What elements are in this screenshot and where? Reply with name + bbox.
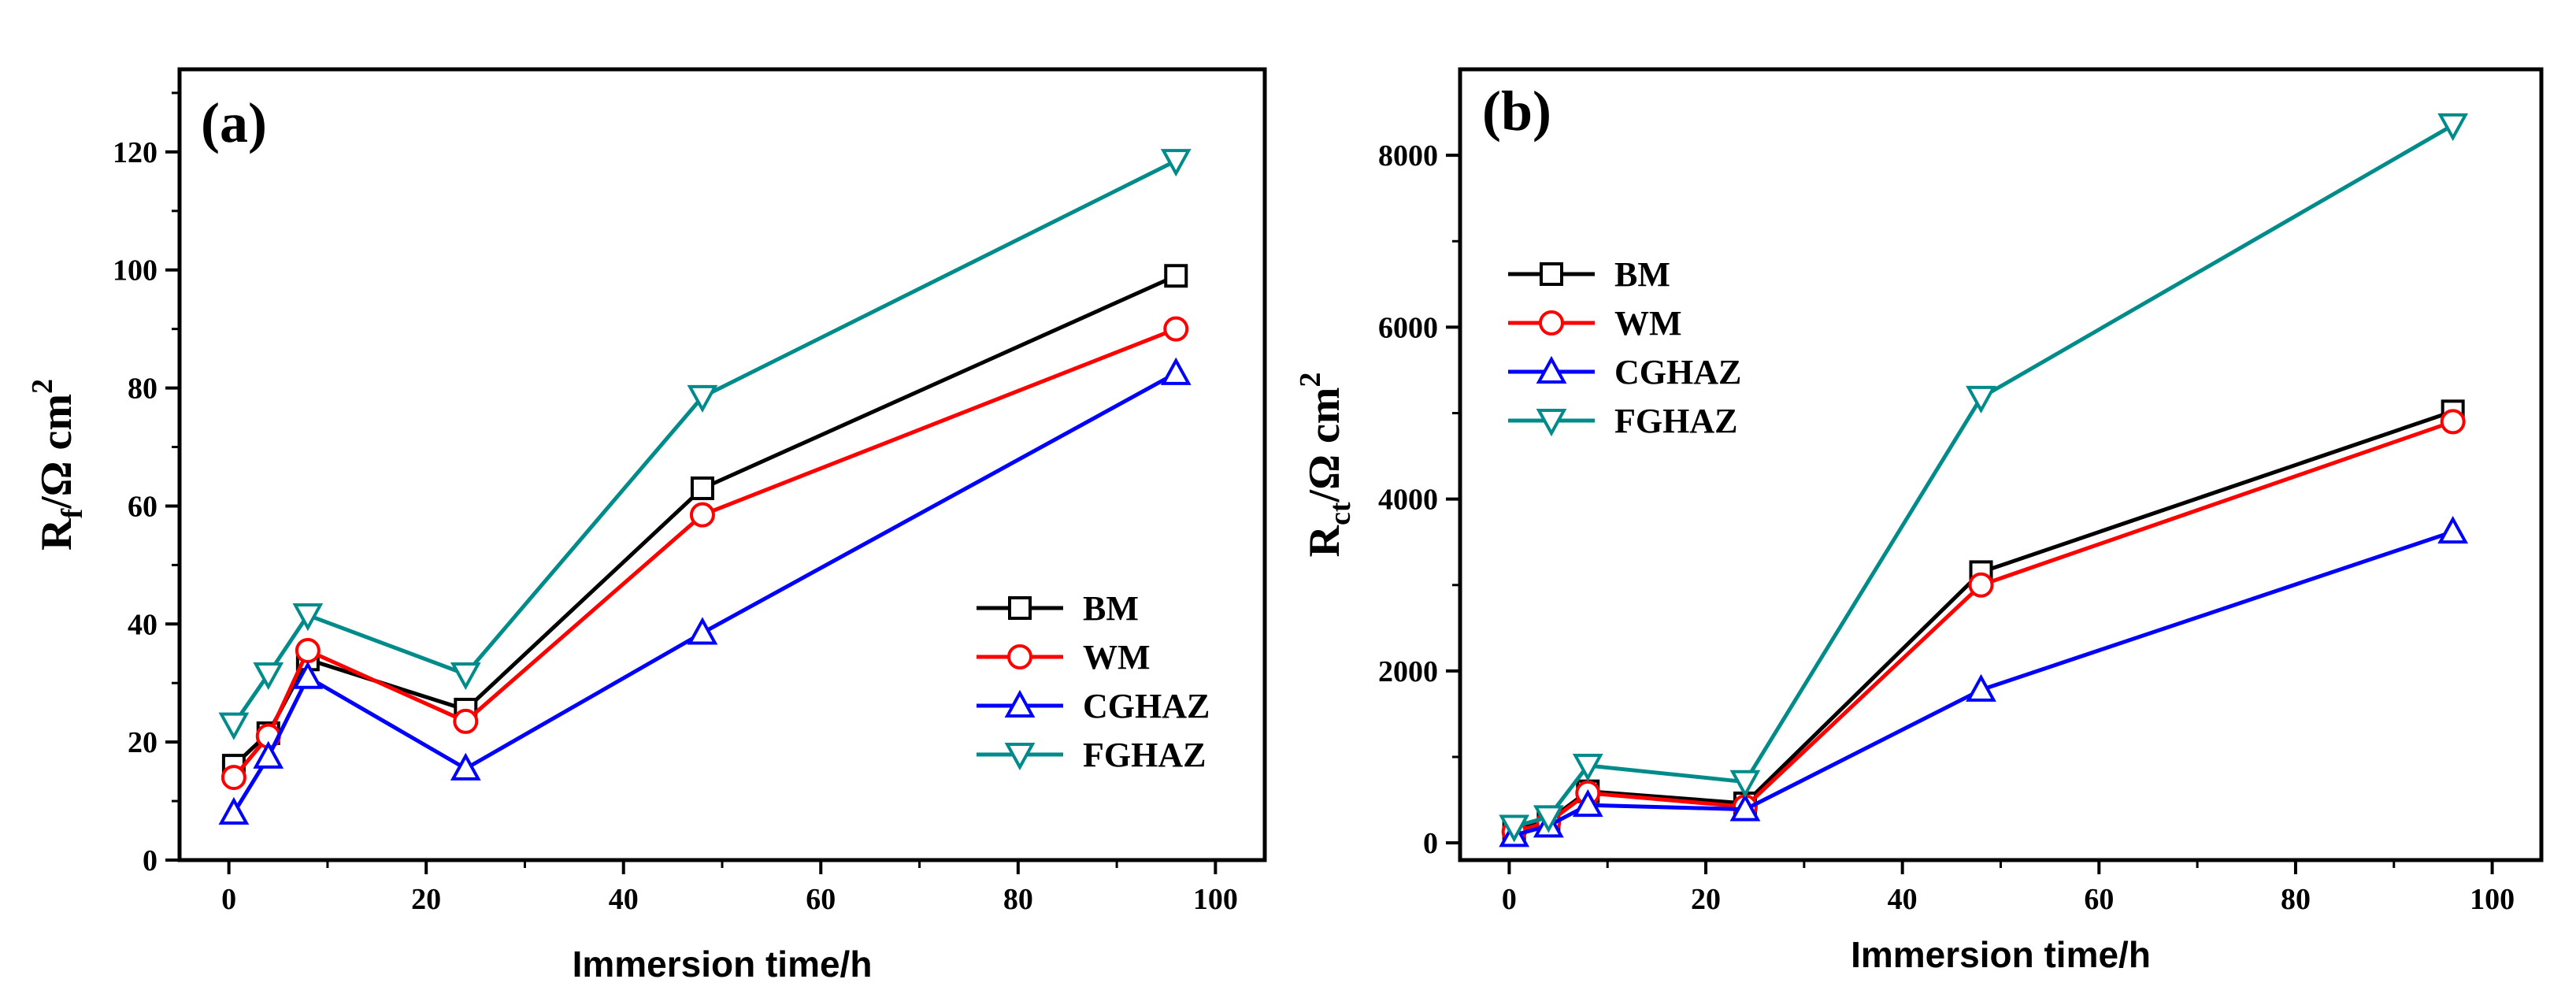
data-point-cghaz [687, 617, 718, 645]
data-point-cghaz [253, 740, 284, 769]
legend-label-fghaz: FGHAZ [1614, 402, 1737, 440]
data-point-fghaz [1966, 385, 1996, 414]
legend-marker-bm [1540, 262, 1563, 286]
series-line-fghaz [1513, 123, 2454, 829]
data-point-cghaz [1729, 793, 1761, 821]
data-point-fghaz [292, 603, 324, 632]
data-point-cghaz [450, 752, 481, 781]
data-point-wm [689, 502, 715, 528]
legend-marker-fghaz [1536, 409, 1567, 437]
panel-b: 0 20 40 60 80 100 0 2000 4000 6000 8000 (b) Immersio… [1294, 67, 2544, 975]
legend-marker-bm [1008, 596, 1032, 620]
y-tick-label: 40 [128, 608, 158, 641]
series-line-cghaz [232, 371, 1177, 814]
data-point-fghaz [2437, 113, 2469, 142]
data-point-fghaz [1499, 814, 1530, 843]
data-point-cghaz [218, 796, 250, 825]
x-tick-label: 80 [2281, 883, 2311, 916]
panel-a: 0 20 40 60 80 100 0 20 40 60 80 100 120 (a) Immersion … [26, 67, 1267, 985]
x-tick-label: 0 [1502, 883, 1517, 916]
y-tick-label: 120 [113, 136, 158, 169]
data-point-fghaz [1729, 770, 1761, 798]
y-tick-label: 4000 [1378, 484, 1438, 517]
y-tick-label: 0 [1423, 827, 1438, 860]
x-tick-label: 100 [1193, 883, 1238, 916]
data-point-fghaz [1533, 805, 1564, 833]
x-tick-label: 100 [2470, 883, 2515, 916]
x-tick-label: 40 [609, 883, 639, 916]
data-point-bm [1164, 264, 1188, 288]
y-axis-title-sub: ct [1324, 502, 1357, 525]
legend-label-fghaz: FGHAZ [1083, 736, 1206, 774]
data-point-cghaz [1966, 673, 1996, 702]
y-axis-title-main: R [32, 518, 81, 551]
legend-label-wm: WM [1083, 638, 1151, 677]
data-point-fghaz [218, 712, 250, 740]
data-point-bm [690, 476, 714, 500]
legend-label-wm: WM [1614, 304, 1682, 343]
y-axis-title: Rct/Ω cm2 [1294, 373, 1357, 558]
y-axis-title: Rf/Ω cm2 [26, 379, 89, 551]
data-point-cghaz [2437, 515, 2469, 544]
data-point-wm [221, 765, 246, 791]
series-line-fghaz [232, 158, 1177, 726]
x-tick-label: 40 [1888, 883, 1918, 916]
data-point-cghaz [1160, 357, 1192, 385]
panel-label: (b) [1482, 80, 1551, 143]
y-axis-title-sup: 2 [26, 379, 59, 394]
data-point-fghaz [687, 384, 718, 413]
data-point-wm [453, 708, 479, 734]
y-tick-label: 0 [143, 844, 158, 877]
y-tick-label: 2000 [1378, 655, 1438, 688]
data-point-fghaz [1160, 149, 1192, 177]
plot-frame [1458, 67, 2544, 862]
series-line-wm [1513, 420, 2454, 834]
x-tick-label: 20 [411, 883, 441, 916]
data-point-wm [295, 638, 321, 664]
y-tick-label: 20 [128, 726, 158, 759]
series-line-bm [1513, 409, 2454, 833]
y-axis-title-rest: /Ω cm [32, 394, 81, 510]
y-tick-label: 60 [128, 490, 158, 523]
y-tick-label: 80 [128, 373, 158, 406]
y-axis-title-main: R [1300, 525, 1349, 557]
data-point-fghaz [253, 662, 284, 691]
legend-marker-cghaz [1536, 355, 1567, 384]
data-point-cghaz [1572, 789, 1603, 818]
data-point-wm [1968, 572, 1994, 598]
y-axis-title-sub: f [56, 508, 89, 519]
x-tick-label: 20 [1691, 883, 1721, 916]
x-axis-title: Immersion time/h [1851, 934, 2151, 975]
legend-marker-wm [1539, 310, 1564, 336]
y-axis-title-sup: 2 [1294, 373, 1327, 388]
legend-label-cghaz: CGHAZ [1614, 353, 1741, 391]
legend-marker-fghaz [1004, 743, 1036, 771]
y-tick-label: 6000 [1378, 311, 1438, 344]
x-tick-label: 0 [221, 883, 236, 916]
y-axis-title-rest: /Ω cm [1300, 388, 1349, 503]
x-tick-label: 60 [2084, 883, 2114, 916]
y-tick-label: 8000 [1378, 139, 1438, 172]
legend-marker-cghaz [1004, 689, 1036, 718]
legend-label-bm: BM [1083, 589, 1139, 628]
data-point-cghaz [292, 661, 324, 689]
x-tick-label: 60 [806, 883, 836, 916]
panel-label: (a) [201, 91, 267, 154]
y-tick-label: 100 [113, 254, 158, 287]
legend-label-cghaz: CGHAZ [1083, 687, 1210, 725]
data-point-fghaz [450, 662, 481, 691]
data-point-wm [1163, 316, 1189, 342]
x-tick-label: 80 [1003, 883, 1033, 916]
legend-label-bm: BM [1614, 255, 1670, 294]
data-point-wm [2440, 409, 2466, 435]
data-point-fghaz [1572, 753, 1603, 782]
legend-marker-wm [1007, 644, 1032, 669]
x-axis-title: Immersion time/h [573, 944, 873, 985]
